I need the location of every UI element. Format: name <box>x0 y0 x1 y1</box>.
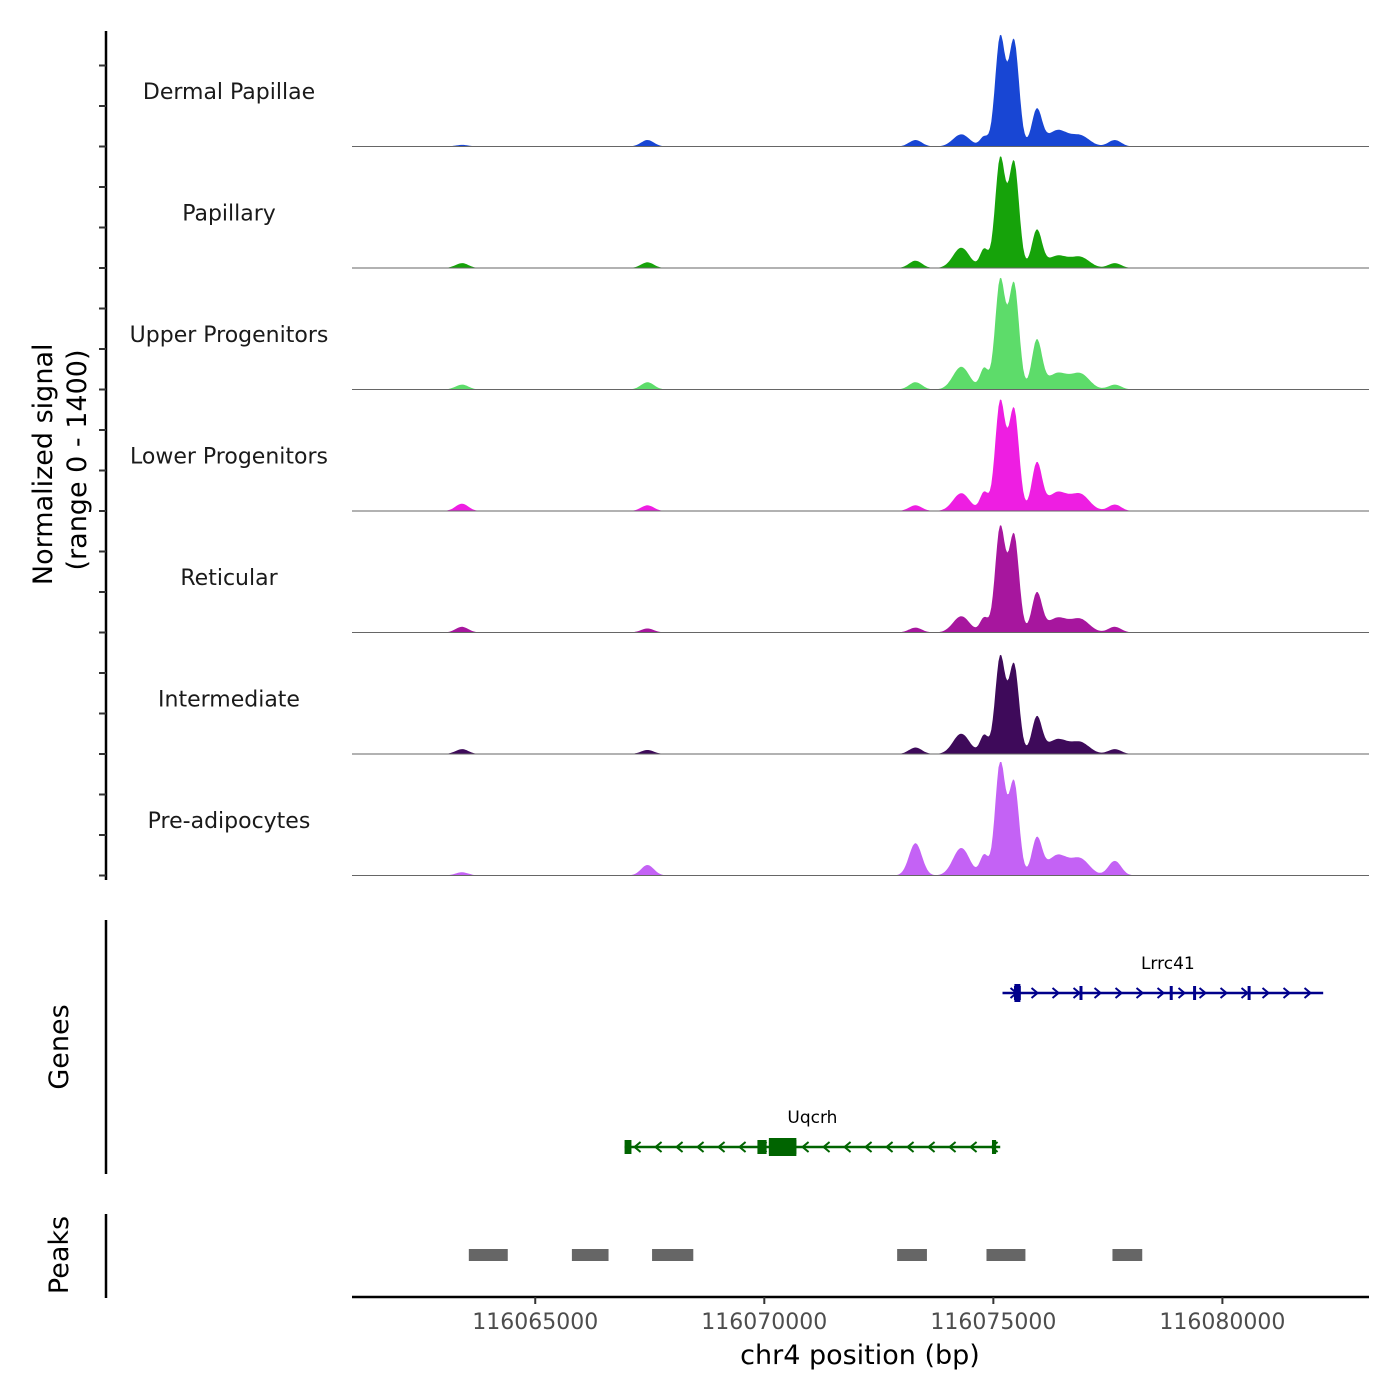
coverage-area <box>352 525 1369 633</box>
coverage-track: Upper Progenitors <box>130 277 1369 390</box>
track-label: Intermediate <box>158 688 300 713</box>
gene-model: Lrrc41 <box>1002 954 1324 1002</box>
strand-arrow <box>906 1141 915 1153</box>
strand-arrow <box>675 1141 684 1153</box>
coverage-track: Papillary <box>182 156 1369 269</box>
coverage-area <box>352 277 1369 390</box>
strand-arrow <box>1282 987 1292 999</box>
y-axis-title-line2: (range 0 - 1400) <box>62 350 93 571</box>
x-tick-label: 116080000 <box>1159 1310 1285 1335</box>
strand-arrow <box>1177 987 1187 999</box>
strand-arrow <box>1261 987 1271 999</box>
strand-arrow <box>654 1141 663 1153</box>
strand-arrow <box>1156 987 1166 999</box>
strand-arrow <box>801 1141 810 1153</box>
strand-arrow <box>948 1141 957 1153</box>
track-label: Pre-adipocytes <box>148 809 311 834</box>
peak-region <box>468 1249 508 1261</box>
gene-name-label: Uqcrh <box>787 1108 837 1128</box>
strand-arrow <box>1303 987 1313 999</box>
track-label: Upper Progenitors <box>130 323 329 348</box>
gene-track: Genes Lrrc41 Uqcrh <box>44 920 1324 1174</box>
strand-arrow <box>1198 987 1208 999</box>
x-tick-label: 116065000 <box>472 1310 598 1335</box>
x-tick-label: 116070000 <box>701 1310 827 1335</box>
peak-region <box>986 1249 1026 1261</box>
coverage-area <box>352 762 1369 876</box>
gene-cds <box>1014 984 1021 1002</box>
coverage-y-axis <box>99 31 108 880</box>
strand-arrow <box>1240 987 1250 999</box>
peak-region <box>1112 1249 1143 1261</box>
coverage-track: Lower Progenitors <box>130 399 1369 512</box>
track-label: Lower Progenitors <box>130 445 328 470</box>
gene-exon <box>757 1140 767 1154</box>
strand-arrow <box>1051 987 1061 999</box>
strand-arrow <box>1135 987 1145 999</box>
strand-arrow <box>1219 987 1229 999</box>
strand-arrow <box>822 1141 831 1153</box>
gene-exon <box>624 1140 632 1154</box>
strand-arrow <box>1093 987 1103 999</box>
gene-name-label: Lrrc41 <box>1141 954 1195 974</box>
gene-cds <box>768 1138 797 1156</box>
track-label: Dermal Papillae <box>143 80 315 105</box>
x-axis: chr4 position (bp) 116065000 116070000 116… <box>352 1295 1369 1371</box>
coverage-track: Intermediate <box>158 654 1369 755</box>
strand-arrow <box>717 1141 726 1153</box>
x-axis-title: chr4 position (bp) <box>740 1340 980 1371</box>
gene-exon <box>1169 986 1173 1000</box>
coverage-area <box>352 156 1369 268</box>
coverage-area <box>352 34 1369 147</box>
coverage-track: Pre-adipocytes <box>148 762 1369 876</box>
track-label: Papillary <box>182 202 276 227</box>
gene-exon <box>991 1140 997 1154</box>
coverage-track: Reticular <box>180 525 1369 633</box>
coverage-area <box>352 399 1369 511</box>
strand-arrow <box>738 1141 747 1153</box>
coverage-tracks: Dermal Papillae Papillary Upper Progenitor… <box>130 34 1369 876</box>
coverage-track: Dermal Papillae <box>143 34 1369 147</box>
peak-track: Peaks <box>44 1214 1143 1298</box>
gene-exon <box>1247 986 1251 1000</box>
gene-exon <box>1079 986 1083 1000</box>
strand-arrow <box>885 1141 894 1153</box>
strand-arrow <box>1030 987 1040 999</box>
strand-arrow <box>927 1141 936 1153</box>
track-label: Reticular <box>180 566 278 591</box>
gene-track-label: Genes <box>44 1004 75 1089</box>
strand-arrow <box>1114 987 1124 999</box>
peak-region <box>652 1249 694 1261</box>
strand-arrow <box>843 1141 852 1153</box>
y-axis-title: Normalized signal (range 0 - 1400) <box>28 335 93 585</box>
strand-arrow <box>864 1141 873 1153</box>
x-tick-label: 116075000 <box>930 1310 1056 1335</box>
peak-region <box>897 1249 927 1261</box>
gene-model: Uqcrh <box>624 1108 1001 1156</box>
strand-arrow <box>696 1141 705 1153</box>
peak-region <box>571 1249 609 1261</box>
y-axis-title-line1: Normalized signal <box>28 344 59 586</box>
strand-arrow <box>969 1141 978 1153</box>
coverage-area <box>352 654 1369 754</box>
strand-arrow <box>633 1141 642 1153</box>
peak-track-label: Peaks <box>44 1216 75 1294</box>
gene-exon <box>1193 986 1197 1000</box>
